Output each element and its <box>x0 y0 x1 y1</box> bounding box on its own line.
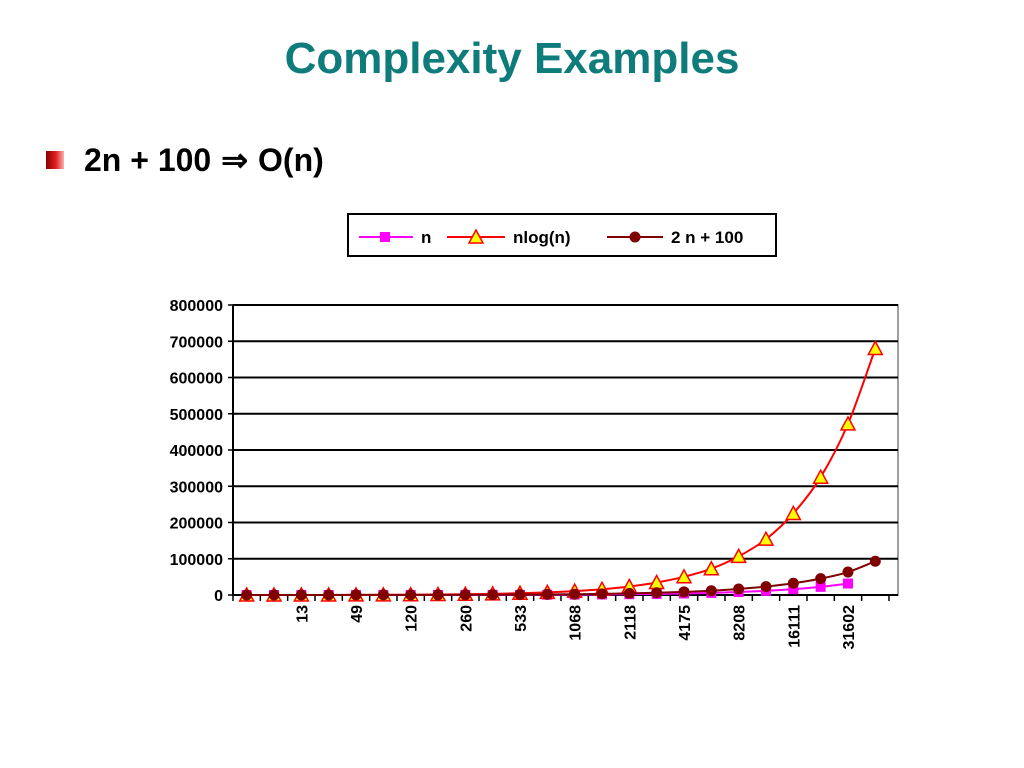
data-point-circle <box>432 589 444 601</box>
data-point-circle <box>487 589 499 601</box>
data-point-circle <box>241 589 253 601</box>
data-point-triangle <box>867 339 884 356</box>
data-point-circle <box>514 589 526 601</box>
data-point-circle <box>705 585 717 597</box>
y-tick-label: 500000 <box>170 407 223 424</box>
legend-item-linear: 2 n + 100 <box>607 228 743 247</box>
data-point-circle <box>405 589 417 601</box>
data-point-circle <box>815 573 827 585</box>
data-point-circle <box>678 586 690 598</box>
x-tick-label: 16111 <box>786 605 803 648</box>
series-nlog <box>238 339 884 602</box>
data-point-circle <box>651 587 663 599</box>
bullet-point: 2n + 100 ⇒ O(n) <box>46 140 324 180</box>
y-tick-label: 0 <box>214 588 223 605</box>
data-point-triangle <box>785 504 802 521</box>
slide-title: Complexity Examples <box>284 34 740 83</box>
y-tick-label: 300000 <box>170 479 223 496</box>
data-point-triangle <box>757 530 775 546</box>
legend-item-n: n <box>359 228 431 247</box>
legend-item-nlog: nlog(n) <box>447 228 571 247</box>
data-point-circle <box>295 589 307 601</box>
x-tick-label: 260 <box>458 605 475 632</box>
grid-layer <box>232 304 899 596</box>
bullet-square-icon <box>46 151 64 169</box>
data-point-triangle <box>812 468 829 484</box>
x-tick-label: 4175 <box>677 605 694 641</box>
bullet-expression: 2n + 100 <box>84 141 212 178</box>
x-tick-label: 533 <box>513 605 530 632</box>
legend-square-marker <box>380 232 390 242</box>
y-tick-label: 600000 <box>170 371 223 388</box>
x-tick-label: 1068 <box>568 605 585 641</box>
y-tick-label: 200000 <box>170 516 223 533</box>
data-point-circle <box>350 589 362 601</box>
data-point-circle <box>869 555 881 567</box>
legend-graphics: n nlog(n) 2 n + 100 <box>359 228 743 247</box>
y-tick-label: 700000 <box>170 334 223 351</box>
data-point-square <box>842 578 853 589</box>
data-point-circle <box>733 583 745 595</box>
data-point-circle <box>268 589 280 601</box>
series-linear <box>241 555 881 601</box>
implies-arrow: ⇒ <box>221 142 249 178</box>
data-point-circle <box>541 588 553 600</box>
data-point-circle <box>377 589 389 601</box>
data-point-triangle <box>839 415 857 431</box>
x-tick-label: 8208 <box>732 605 749 641</box>
x-tick-label: 49 <box>349 605 366 623</box>
x-tick-label: 31602 <box>841 605 858 650</box>
data-point-triangle <box>703 560 720 576</box>
legend-label-n: n <box>421 228 431 247</box>
data-point-triangle <box>730 547 747 564</box>
bullet-big-o: O(n) <box>258 141 324 178</box>
chart-legend: n nlog(n) 2 n + 100 <box>347 213 777 257</box>
legend-label-nlog: nlog(n) <box>513 228 571 247</box>
data-point-circle <box>842 566 854 578</box>
data-point-circle <box>569 588 581 600</box>
data-point-square <box>788 584 799 595</box>
legend-triangle-marker <box>467 228 485 244</box>
data-point-circle <box>596 588 608 600</box>
y-tick-label: 100000 <box>170 552 223 569</box>
data-point-triangle <box>675 568 693 584</box>
data-point-circle <box>459 589 471 601</box>
x-tick-label: 2118 <box>622 605 639 640</box>
data-point-circle <box>323 589 335 601</box>
data-point-circle <box>787 577 799 589</box>
legend-label-linear: 2 n + 100 <box>671 228 743 247</box>
data-point-circle <box>623 587 635 599</box>
data-point-square <box>815 581 826 592</box>
data-point-circle <box>760 581 772 593</box>
y-tick-label: 400000 <box>170 443 223 460</box>
y-tick-label: 800000 <box>170 298 223 315</box>
x-tick-label: 120 <box>404 605 421 632</box>
series-layer <box>238 339 884 602</box>
legend-circle-marker <box>629 231 641 243</box>
x-tick-label: 13 <box>294 605 311 623</box>
